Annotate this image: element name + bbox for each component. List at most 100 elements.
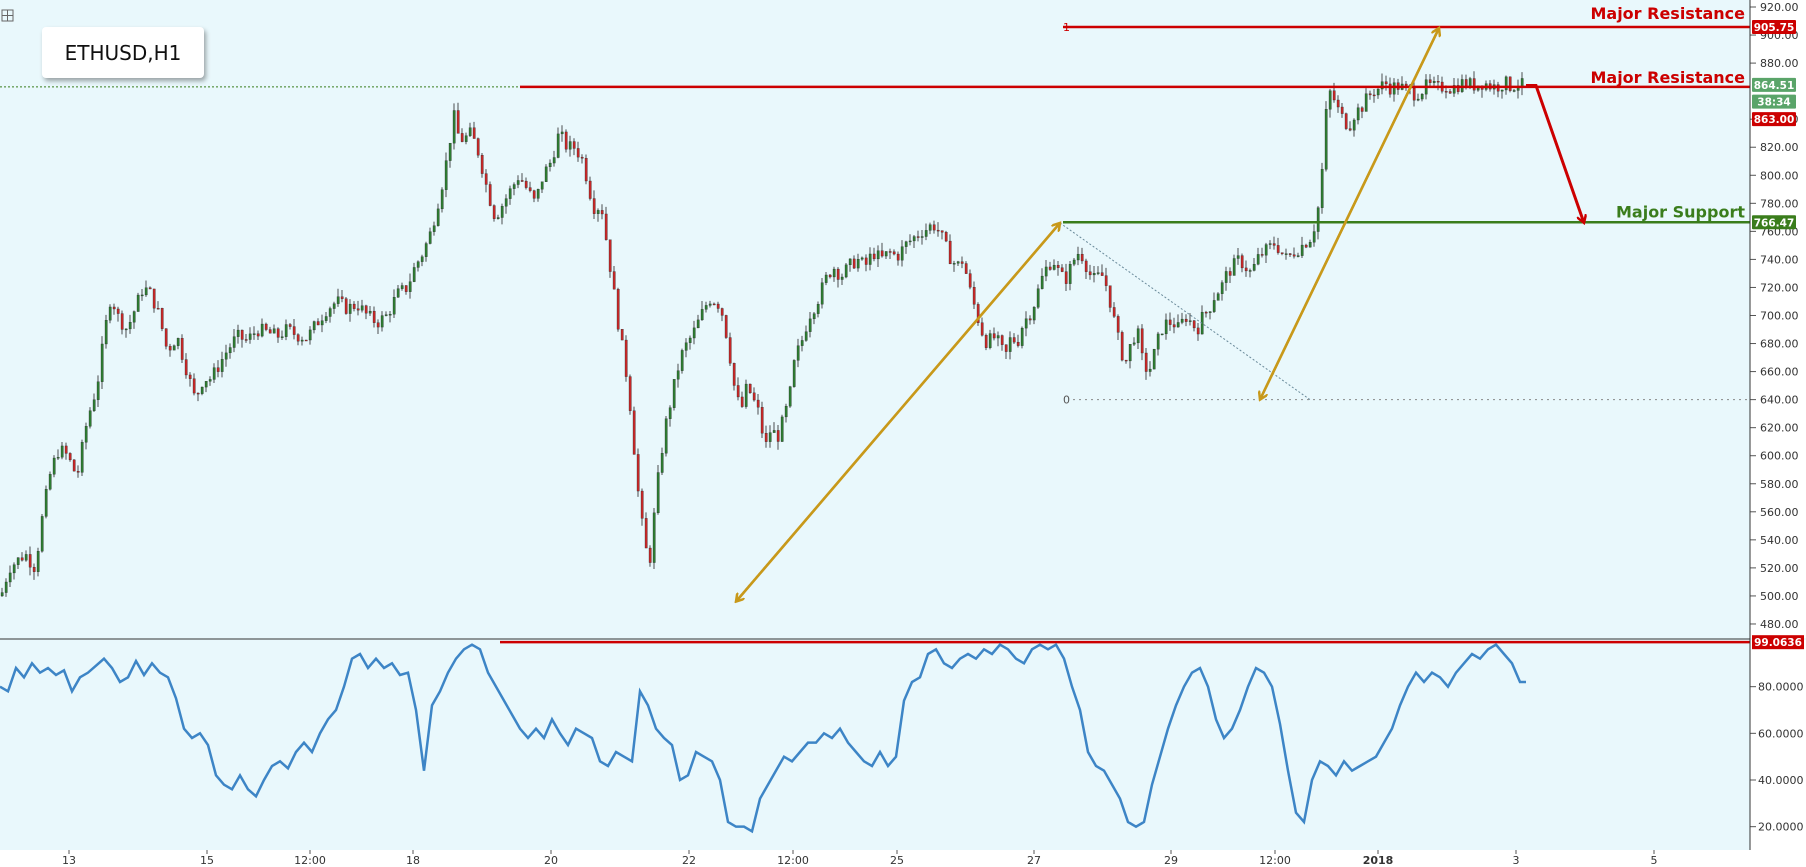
candle-body (0, 592, 4, 597)
candle-body (1356, 107, 1360, 121)
candle-body (936, 229, 940, 232)
candle-body (420, 256, 424, 262)
candle-body (272, 328, 276, 334)
rsi-line[interactable] (0, 642, 1526, 834)
price-tick-label: 620.00 (1760, 422, 1799, 435)
candle-body (1436, 81, 1440, 83)
candle-body (728, 337, 732, 364)
candle-body (1404, 83, 1408, 86)
candle-body (392, 297, 396, 315)
rsi-tick-label: 80.0000 (1758, 681, 1804, 694)
candle-body (988, 333, 992, 348)
time-tick-label: 29 (1164, 854, 1178, 867)
time-tick-label: 15 (200, 854, 214, 867)
candle-body (1260, 254, 1264, 256)
time-tick-label: 5 (1651, 854, 1658, 867)
candle-body (20, 557, 24, 561)
candle-body (176, 338, 180, 346)
candle-body (904, 241, 908, 247)
candle-body (1336, 99, 1340, 108)
rsi-level-box (1752, 635, 1804, 650)
time-axis[interactable] (0, 850, 1806, 867)
candle-body (252, 333, 256, 335)
target-arrow[interactable] (1526, 84, 1584, 223)
crosshair-icon[interactable] (1, 9, 14, 22)
candle-body (944, 232, 948, 242)
candle-body (740, 396, 744, 407)
candle-body (1036, 288, 1040, 308)
candle-body (688, 337, 692, 343)
candle-body (1156, 333, 1160, 350)
candle-body (952, 263, 956, 265)
candle-body (1360, 107, 1364, 112)
candle-body (828, 274, 832, 278)
candle-body (1412, 88, 1416, 101)
candle-body (916, 236, 920, 238)
candle-body (464, 135, 468, 142)
candle-body (900, 246, 904, 261)
candle-body (8, 572, 12, 583)
candle-body (468, 127, 472, 136)
candle-body (1452, 85, 1456, 94)
candle-body (116, 308, 120, 314)
candle-body (312, 321, 316, 331)
price-label-box (1752, 94, 1796, 109)
candle-body (276, 328, 280, 338)
candle-body (812, 313, 816, 320)
candle-body (1284, 253, 1288, 255)
candle-body (908, 240, 912, 243)
time-tick-label: 22 (682, 854, 696, 867)
candle-body (1004, 344, 1008, 352)
projection-arrow[interactable] (1258, 28, 1439, 401)
price-label-text: 864.51 (1754, 80, 1795, 92)
candle-body (1416, 98, 1420, 101)
candle-body (1132, 342, 1136, 345)
candle-body (516, 180, 520, 185)
projection-arrow[interactable] (735, 223, 1060, 603)
candle-body (1508, 76, 1512, 91)
candle-body (424, 243, 428, 257)
candle-body (1216, 293, 1220, 301)
candle-body (484, 173, 488, 185)
candle-body (28, 554, 32, 568)
candle-body (416, 261, 420, 268)
candle-body (1072, 259, 1076, 265)
candle-body (1084, 260, 1088, 272)
candle-body (1296, 255, 1300, 257)
candle-body (40, 516, 44, 552)
candle-body (848, 258, 852, 266)
candle-body (1428, 79, 1432, 83)
candle-body (760, 407, 764, 434)
candle-body (68, 453, 72, 461)
candle-body (1172, 324, 1176, 328)
candle-body (360, 305, 364, 311)
rsi-axis[interactable] (1750, 640, 1806, 850)
candle-body (1432, 81, 1436, 83)
candle-body (72, 459, 76, 472)
candle-body (796, 345, 800, 361)
rsi-pane[interactable] (0, 640, 1750, 834)
candle-body (1104, 275, 1108, 286)
rsi-tick-label: 60.0000 (1758, 727, 1804, 740)
candle-body (1288, 253, 1292, 255)
price-tick-label: 820.00 (1760, 141, 1799, 154)
candle-body (1108, 285, 1112, 308)
candle-body (1344, 113, 1348, 129)
candle-body (512, 184, 516, 189)
candle-body (1472, 78, 1476, 91)
candle-body (240, 329, 244, 340)
candle-body (4, 581, 8, 593)
candle-body (696, 319, 700, 329)
candle-body (748, 383, 752, 394)
candle-body (864, 257, 868, 265)
fib-level-label: 0 (1063, 394, 1070, 407)
symbol-label: ETHUSD,H1 (42, 27, 204, 78)
candle-body (892, 251, 896, 255)
rsi-tick-label: 40.0000 (1758, 774, 1804, 787)
price-pane[interactable]: 1 0 Major Resistance Major Resistance Major … (0, 4, 1750, 602)
candle-body (1468, 78, 1472, 87)
price-tick-label: 540.00 (1760, 534, 1799, 547)
level-annotation: Major Resistance (1590, 68, 1745, 87)
candle-body (192, 378, 196, 394)
